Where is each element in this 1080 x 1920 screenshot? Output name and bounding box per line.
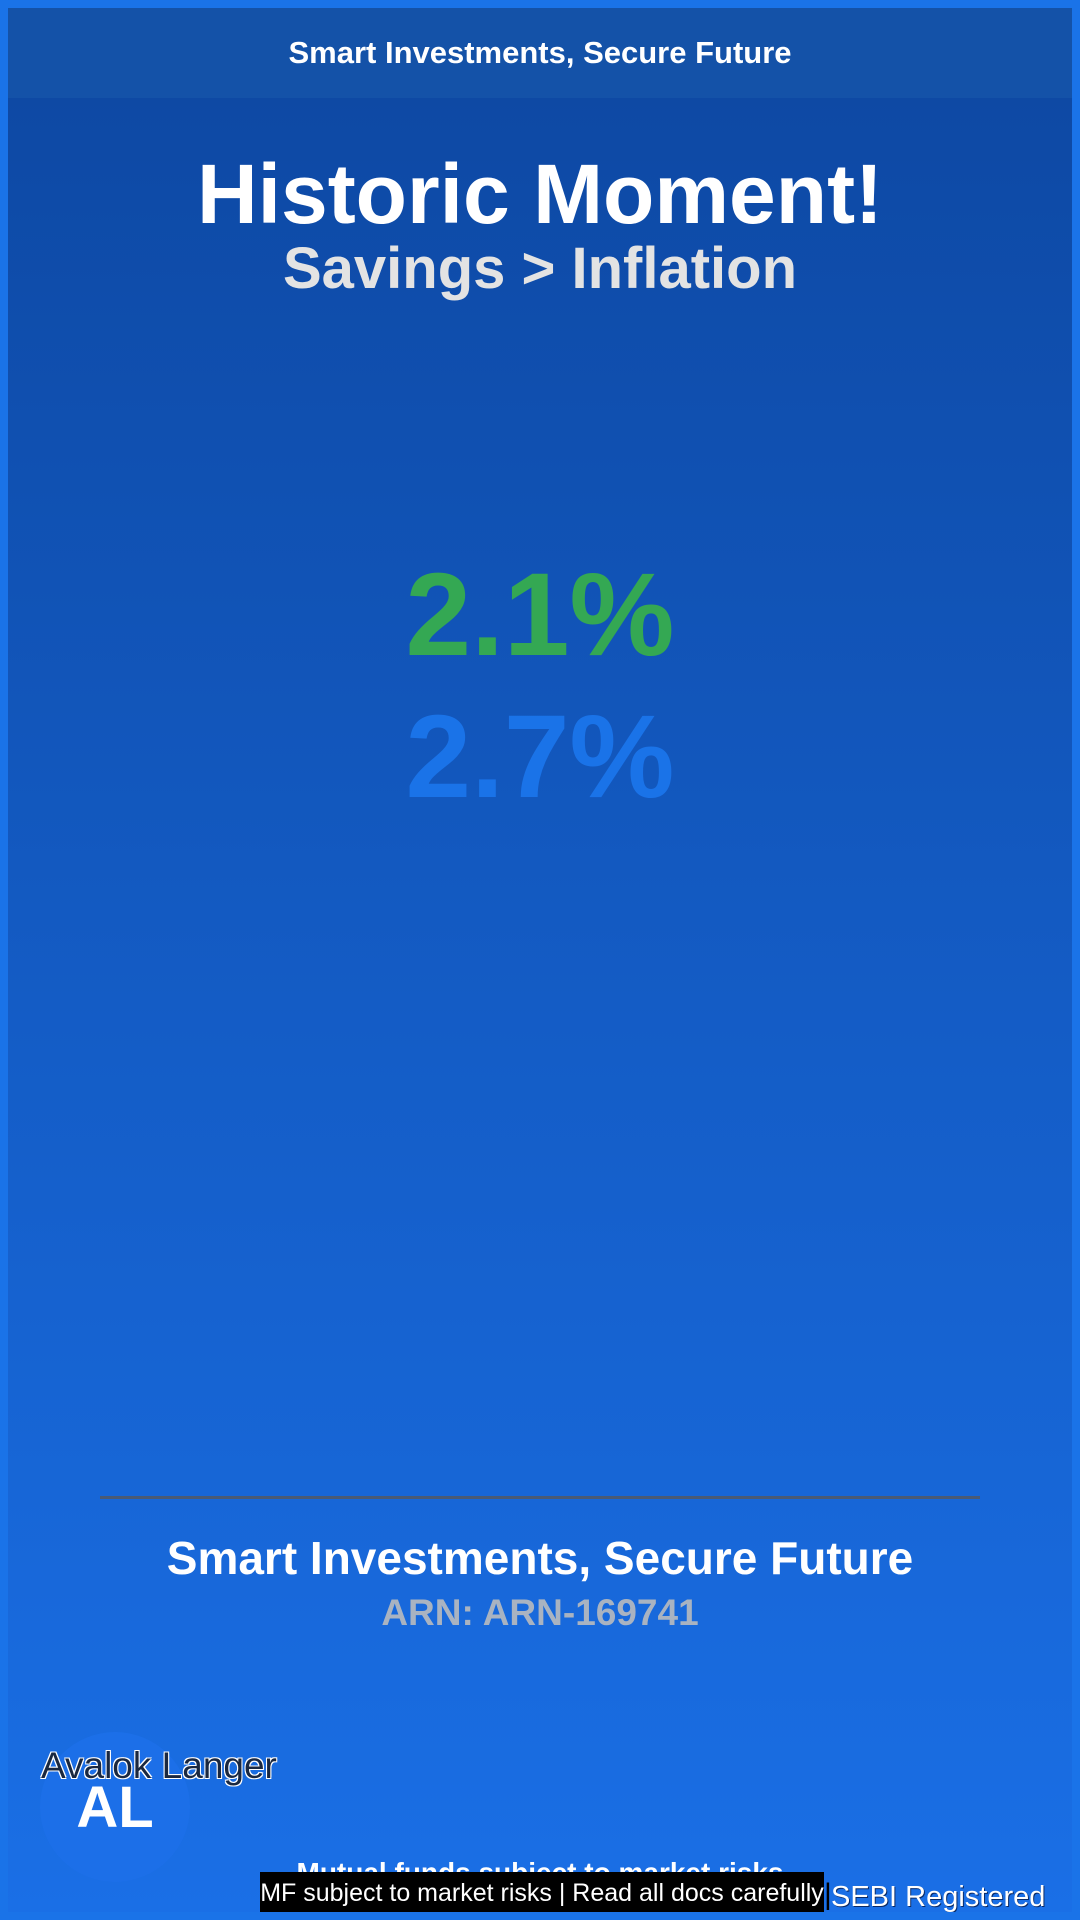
savings-rate: 2.1%	[405, 549, 675, 681]
disclaimer-separator: |	[824, 1878, 832, 1911]
subheadline: Savings > Inflation	[282, 236, 798, 301]
top-banner: Smart Investments, Secure Future	[8, 8, 1072, 98]
advisor-name: Avalok Langer	[41, 1745, 277, 1786]
footer-tagline: Smart Investments, Secure Future	[166, 1532, 914, 1584]
headline: Historic Moment!	[196, 147, 884, 241]
avatar: AL	[40, 1732, 190, 1882]
poster-frame: Smart Investments, Secure Future Histori…	[8, 8, 1072, 1912]
disclaimer-bar: MF subject to market risks | Read all do…	[260, 1872, 824, 1912]
banner-title: Smart Investments, Secure Future	[288, 35, 792, 70]
arn-number: ARN: ARN-169741	[381, 1592, 699, 1633]
avatar-initials: AL	[76, 1774, 154, 1840]
divider	[100, 1496, 980, 1499]
inflation-rate: 2.7%	[405, 691, 675, 823]
sebi-registration: SEBI Registered	[831, 1881, 1046, 1912]
